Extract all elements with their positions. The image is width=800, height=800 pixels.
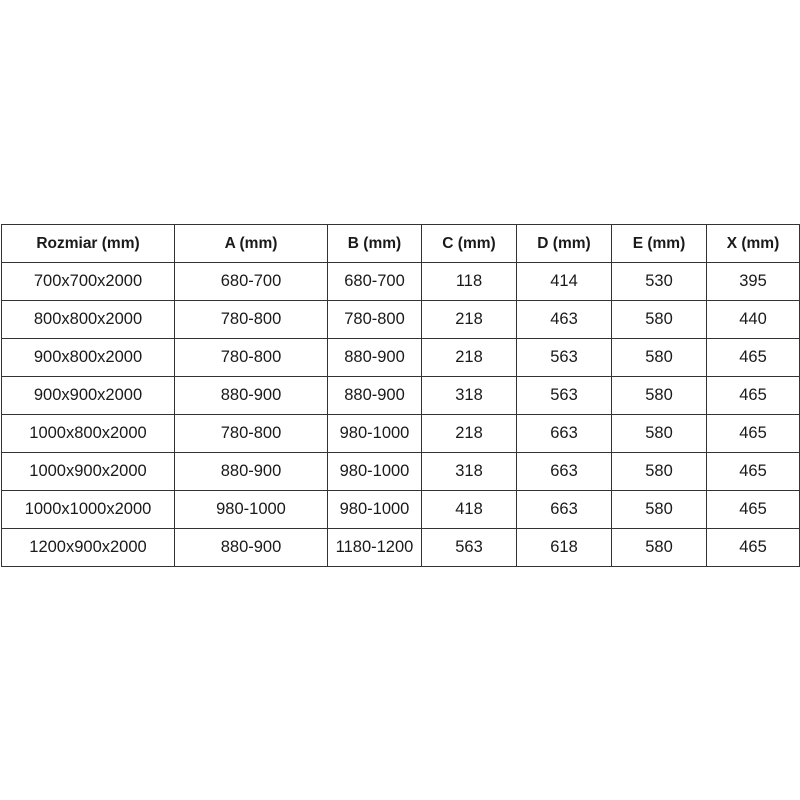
table-cell: 580 [611, 452, 707, 491]
table-row: 700x700x2000 680-700 680-700 118 414 530 395 [1, 262, 800, 301]
table-cell: 218 [421, 414, 517, 453]
table-cell: 780-800 [327, 300, 422, 339]
table-cell: 218 [421, 338, 517, 377]
column-header: C (mm) [421, 224, 517, 263]
column-header: D (mm) [516, 224, 612, 263]
table-cell: 580 [611, 414, 707, 453]
table-cell: 530 [611, 262, 707, 301]
column-header: X (mm) [706, 224, 800, 263]
table-cell: 780-800 [174, 414, 328, 453]
table-cell: 900x800x2000 [1, 338, 175, 377]
table-cell: 465 [706, 528, 800, 567]
table-row: 1000x1000x2000 980-1000 980-1000 418 663 580 4… [1, 490, 800, 529]
table-cell: 980-1000 [327, 490, 422, 529]
table-cell: 680-700 [174, 262, 328, 301]
table-row: 900x800x2000 780-800 880-900 218 563 580 465 [1, 338, 800, 377]
table-cell: 980-1000 [174, 490, 328, 529]
table-cell: 780-800 [174, 338, 328, 377]
table-cell: 1200x900x2000 [1, 528, 175, 567]
table-cell: 880-900 [174, 528, 328, 567]
table-cell: 1000x900x2000 [1, 452, 175, 491]
table-cell: 700x700x2000 [1, 262, 175, 301]
table-cell: 440 [706, 300, 800, 339]
table-cell: 900x900x2000 [1, 376, 175, 415]
table-cell: 418 [421, 490, 517, 529]
column-header: Rozmiar (mm) [1, 224, 175, 263]
table-cell: 563 [516, 338, 612, 377]
table-cell: 580 [611, 376, 707, 415]
table-cell: 580 [611, 338, 707, 377]
dimensions-table: Rozmiar (mm) A (mm) B (mm) C (mm) D (mm) E (m… [1, 224, 800, 567]
table-cell: 580 [611, 490, 707, 529]
column-header: B (mm) [327, 224, 422, 263]
table-cell: 414 [516, 262, 612, 301]
table-cell: 580 [611, 528, 707, 567]
table-cell: 465 [706, 452, 800, 491]
table-cell: 118 [421, 262, 517, 301]
table-row: 1000x900x2000 880-900 980-1000 318 663 580 465 [1, 452, 800, 491]
header-row: Rozmiar (mm) A (mm) B (mm) C (mm) D (mm) E (m… [1, 224, 800, 263]
table-cell: 1000x800x2000 [1, 414, 175, 453]
table-cell: 680-700 [327, 262, 422, 301]
table-cell: 1000x1000x2000 [1, 490, 175, 529]
table-cell: 1180-1200 [327, 528, 422, 567]
table-cell: 563 [516, 376, 612, 415]
table-cell: 663 [516, 490, 612, 529]
table-cell: 465 [706, 376, 800, 415]
table-cell: 880-900 [174, 376, 328, 415]
table-cell: 395 [706, 262, 800, 301]
table-cell: 318 [421, 376, 517, 415]
table-row: 900x900x2000 880-900 880-900 318 563 580 465 [1, 376, 800, 415]
table-cell: 563 [421, 528, 517, 567]
table-cell: 663 [516, 452, 612, 491]
table-cell: 218 [421, 300, 517, 339]
table-cell: 800x800x2000 [1, 300, 175, 339]
table-cell: 465 [706, 490, 800, 529]
table-cell: 318 [421, 452, 517, 491]
table-row: 1200x900x2000 880-900 1180-1200 563 618 580 46… [1, 528, 800, 567]
table-cell: 880-900 [327, 338, 422, 377]
table-cell: 780-800 [174, 300, 328, 339]
table-cell: 663 [516, 414, 612, 453]
table-cell: 465 [706, 414, 800, 453]
table-cell: 580 [611, 300, 707, 339]
table-cell: 618 [516, 528, 612, 567]
table-cell: 980-1000 [327, 452, 422, 491]
table-cell: 465 [706, 338, 800, 377]
table-row: 1000x800x2000 780-800 980-1000 218 663 580 465 [1, 414, 800, 453]
table-cell: 463 [516, 300, 612, 339]
table-cell: 880-900 [327, 376, 422, 415]
table-row: 800x800x2000 780-800 780-800 218 463 580 440 [1, 300, 800, 339]
table-cell: 980-1000 [327, 414, 422, 453]
column-header: E (mm) [611, 224, 707, 263]
column-header: A (mm) [174, 224, 328, 263]
table-cell: 880-900 [174, 452, 328, 491]
